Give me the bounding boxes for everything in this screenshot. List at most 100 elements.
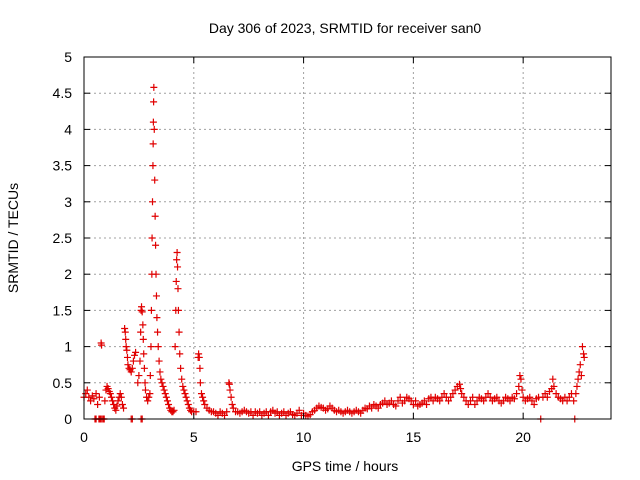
data-point <box>226 386 234 394</box>
data-point <box>256 408 264 416</box>
data-point <box>178 375 186 383</box>
data-point <box>124 361 132 369</box>
data-point <box>154 343 162 351</box>
data-point <box>151 176 159 184</box>
data-point <box>506 397 514 405</box>
data-point <box>227 393 235 401</box>
data-point <box>157 375 165 383</box>
data-point <box>117 393 125 401</box>
data-point <box>225 380 233 388</box>
data-point <box>169 408 177 416</box>
data-point <box>201 401 209 409</box>
x-tick-label: 0 <box>80 429 88 445</box>
y-tick-label: 3 <box>64 194 72 210</box>
x-tick-label: 20 <box>515 429 531 445</box>
data-point <box>549 375 557 383</box>
data-point <box>156 368 164 376</box>
data-point <box>576 361 584 369</box>
data-point <box>121 325 129 332</box>
data-point <box>152 241 160 249</box>
data-point <box>420 397 428 405</box>
data-point <box>180 386 188 394</box>
data-point <box>458 390 466 398</box>
data-point <box>573 382 581 390</box>
data-point <box>149 198 157 206</box>
data-point <box>148 234 156 242</box>
data-point <box>464 401 472 409</box>
data-point <box>150 83 158 91</box>
data-point <box>449 390 457 398</box>
y-tick-label: 2 <box>64 266 72 282</box>
data-point <box>423 401 431 409</box>
grid-lines <box>84 57 611 419</box>
data-point <box>484 390 492 398</box>
data-point <box>394 397 402 405</box>
data-point <box>517 375 525 383</box>
data-point <box>174 263 182 271</box>
y-tick-label: 2.5 <box>53 230 73 246</box>
data-point <box>184 401 192 409</box>
data-point <box>223 408 231 416</box>
data-point <box>429 397 437 405</box>
data-point <box>90 395 98 403</box>
data-point <box>493 393 501 401</box>
data-point <box>510 395 518 403</box>
y-tick-label: 0 <box>64 411 72 427</box>
data-point <box>374 404 382 412</box>
data-points <box>80 83 588 423</box>
data-point <box>174 285 182 293</box>
data-point <box>135 372 143 380</box>
data-point <box>176 350 184 358</box>
y-tick-label: 5 <box>64 49 72 65</box>
data-point <box>113 402 121 410</box>
data-point <box>264 411 272 419</box>
y-axis-tick-labels: 0 0.5 1 1.5 2 2.5 3 3.5 4 4.5 5 <box>53 49 73 427</box>
data-point <box>401 397 409 405</box>
data-point <box>516 372 524 380</box>
data-point <box>139 321 147 329</box>
data-point <box>451 386 459 394</box>
data-point <box>578 343 586 351</box>
data-point <box>149 118 157 126</box>
y-tick-label: 4.5 <box>53 85 73 101</box>
data-point <box>154 328 162 336</box>
data-point <box>165 401 173 409</box>
data-point <box>162 393 170 401</box>
data-point <box>146 372 154 380</box>
data-point <box>146 390 154 398</box>
data-point <box>160 386 168 394</box>
data-point <box>177 364 185 372</box>
data-point <box>469 393 477 401</box>
data-point <box>173 256 181 264</box>
data-point <box>563 397 571 405</box>
data-point <box>114 397 122 405</box>
data-point <box>132 348 140 356</box>
data-point <box>295 406 303 414</box>
data-point <box>229 404 237 412</box>
data-point <box>528 397 536 405</box>
data-point <box>574 375 582 383</box>
data-point <box>83 386 91 394</box>
data-point <box>145 393 153 401</box>
x-axis-label: GPS time / hours <box>292 458 399 474</box>
data-point <box>182 393 190 401</box>
data-point <box>530 401 538 409</box>
data-point <box>107 393 115 401</box>
data-point <box>101 397 109 405</box>
data-point <box>387 397 395 405</box>
data-point <box>152 292 160 300</box>
data-point <box>499 397 507 405</box>
data-point <box>170 406 178 414</box>
data-point <box>110 401 118 409</box>
data-point <box>112 406 120 414</box>
data-point <box>174 306 182 314</box>
data-point <box>172 277 180 285</box>
data-point <box>445 397 453 405</box>
data-point <box>163 397 171 405</box>
data-point <box>179 382 187 390</box>
data-point <box>480 397 488 405</box>
axis-ticks <box>83 56 611 420</box>
data-point <box>173 248 181 256</box>
data-point <box>94 401 102 409</box>
data-point <box>550 382 558 390</box>
